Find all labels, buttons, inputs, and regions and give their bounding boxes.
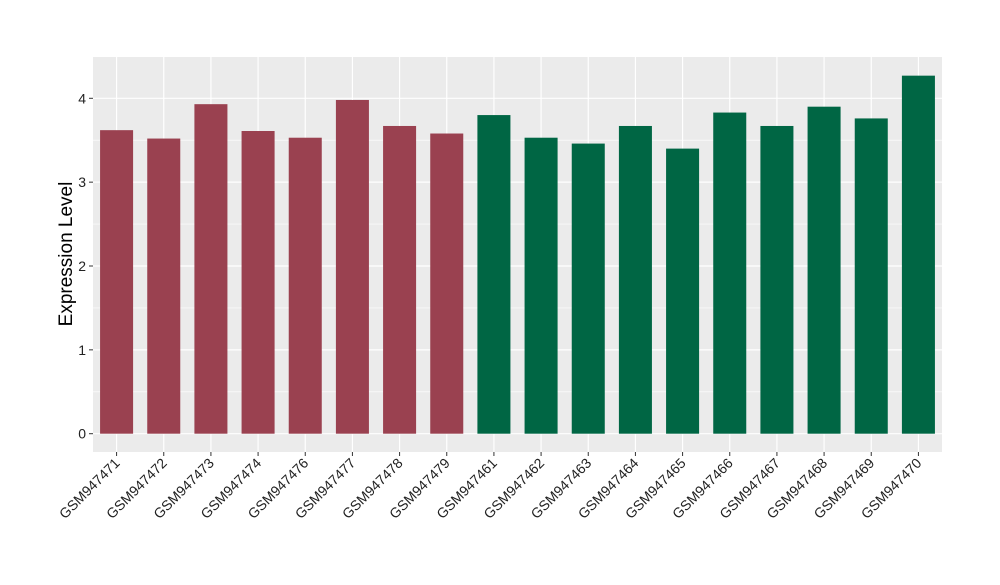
y-tick-label: 4: [78, 90, 86, 106]
bar-GSM947468: [807, 106, 841, 434]
bar-GSM947465: [666, 148, 700, 434]
bar-GSM947474: [241, 131, 275, 434]
bar-GSM947479: [430, 133, 464, 434]
y-tick-label: 0: [78, 426, 86, 442]
bar-GSM947476: [288, 137, 322, 434]
bar-GSM947463: [571, 143, 605, 434]
bar-GSM947471: [100, 130, 134, 434]
bar-GSM947467: [760, 125, 794, 434]
bars: [100, 75, 935, 434]
y-axis: 0 1 2 3 4: [78, 90, 93, 442]
bar-GSM947472: [147, 138, 181, 434]
y-tick-label: 2: [78, 258, 86, 274]
bar-GSM947477: [335, 99, 369, 434]
y-axis-label: Expression Level: [56, 182, 77, 327]
bar-GSM947464: [618, 125, 652, 434]
plot-panel: [93, 57, 942, 452]
bar-GSM947466: [713, 112, 747, 434]
y-tick-label: 3: [78, 174, 86, 190]
x-axis: GSM947471GSM947472GSM947473GSM947474GSM9…: [56, 452, 925, 522]
bar-GSM947478: [383, 125, 417, 434]
y-tick-label: 1: [78, 342, 86, 358]
bar-GSM947473: [194, 104, 228, 434]
bar-GSM947461: [477, 115, 511, 434]
bar-GSM947469: [854, 118, 888, 434]
bar-GSM947462: [524, 137, 558, 434]
bar-GSM947470: [901, 75, 935, 434]
